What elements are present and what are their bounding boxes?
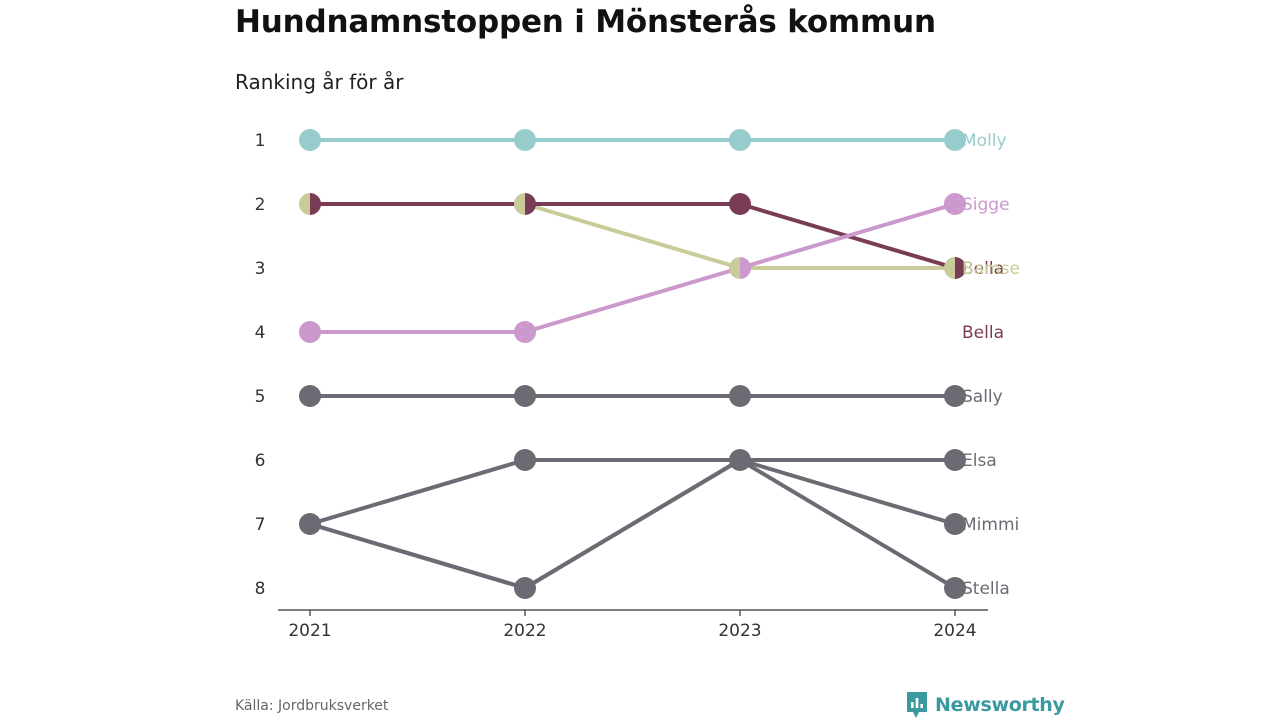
- data-point-molly: [514, 129, 536, 151]
- source-note: Källa: Jordbruksverket: [235, 698, 389, 714]
- series-label-bella: Bella: [962, 323, 1004, 343]
- y-tick-label: 5: [255, 387, 266, 407]
- y-tick-label: 1: [255, 131, 266, 151]
- data-point-mimmi: [944, 513, 966, 535]
- data-point-sigge: [299, 321, 321, 343]
- data-point-stella: [944, 577, 966, 599]
- series-line-bamse: [308, 202, 957, 270]
- y-tick-label: 7: [255, 515, 266, 535]
- data-point-molly: [729, 129, 751, 151]
- series-label-elsa: Elsa: [962, 451, 997, 471]
- data-point-split-left: [729, 257, 740, 279]
- data-point-sigge: [944, 193, 966, 215]
- data-point-split-left: [299, 193, 310, 215]
- series-line-sigge: [308, 202, 957, 334]
- data-point-elsa: [514, 449, 536, 471]
- brand-name: Newsworthy: [935, 694, 1065, 716]
- series-label-sigge: Sigge: [962, 195, 1010, 215]
- series-label-mimmi: Mimmi: [962, 515, 1019, 535]
- series-label-molly: Molly: [962, 131, 1007, 151]
- data-point-molly: [299, 129, 321, 151]
- data-point-sigge: [514, 321, 536, 343]
- data-point-molly: [944, 129, 966, 151]
- newsworthy-logo[interactable]: Newsworthy: [905, 690, 1065, 720]
- x-tick-label: 2023: [718, 621, 761, 641]
- chart-title: Hundnamnstoppen i Mönsterås kommun: [235, 4, 936, 40]
- data-point-sally: [729, 385, 751, 407]
- data-point-split-left: [514, 193, 525, 215]
- series-label-bella: Bella: [962, 259, 1004, 279]
- x-tick-label: 2024: [933, 621, 976, 641]
- data-point-sally: [514, 385, 536, 407]
- y-tick-label: 4: [255, 323, 266, 343]
- series-line-elsa: [308, 458, 957, 526]
- data-point-sally: [944, 385, 966, 407]
- y-tick-label: 3: [255, 259, 266, 279]
- x-tick-label: 2022: [503, 621, 546, 641]
- y-tick-label: 6: [255, 451, 266, 471]
- data-point-split-right: [525, 193, 536, 215]
- data-point-sally: [299, 385, 321, 407]
- x-tick-label: 2021: [288, 621, 331, 641]
- data-point-split-left: [944, 257, 955, 279]
- chart-subtitle: Ranking år för år: [235, 70, 404, 94]
- y-tick-label: 8: [255, 579, 266, 599]
- data-point-elsa: [944, 449, 966, 471]
- data-point-split-right: [740, 257, 751, 279]
- data-point-split-right: [955, 257, 966, 279]
- data-point-mimmi: [514, 577, 536, 599]
- series-label-sally: Sally: [962, 387, 1003, 407]
- series-label-stella: Stella: [962, 579, 1010, 599]
- series-line-mimmi: [308, 458, 957, 590]
- bar-chart-icon: [907, 692, 927, 718]
- data-point-split-right: [310, 193, 321, 215]
- y-tick-label: 2: [255, 195, 266, 215]
- series-label-bamse: Bamse: [962, 259, 1020, 279]
- data-point-elsa: [729, 449, 751, 471]
- data-point-bella: [729, 193, 751, 215]
- data-point-elsa: [299, 513, 321, 535]
